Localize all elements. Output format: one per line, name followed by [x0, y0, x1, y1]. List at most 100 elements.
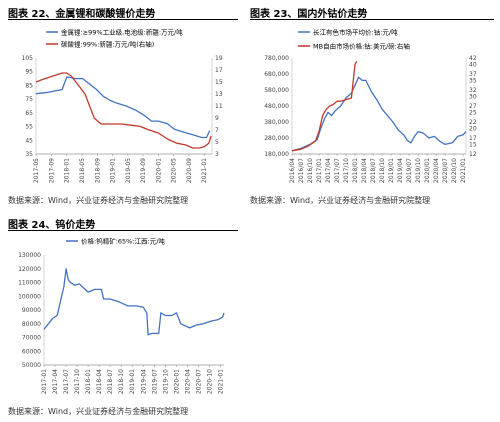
x-tick-label: 2018-10 [118, 369, 125, 394]
y2-tick-label: 9 [215, 115, 219, 122]
chart23: 180,000 280,000 380,000 480,000 580,000 680,0… [264, 28, 477, 183]
y-tick-label: 580,000 [264, 87, 289, 94]
chart23-title: 图表 23、国内外钴价走势 [250, 9, 368, 20]
y2-tick-label: 17 [215, 67, 223, 74]
y-tick-label: 75 [25, 96, 33, 103]
x-tick-label: 2018-04 [96, 369, 103, 394]
x-tick-label: 2020/10 [451, 158, 458, 183]
chart24-title: 图表 24、钨价走势 [8, 220, 96, 231]
series-line-2 [291, 60, 358, 152]
x-tick-label: 2016/04 [289, 158, 296, 183]
y2-tick-label: 12 [469, 151, 477, 158]
y-tick-label: 180,000 [264, 151, 289, 158]
x-tick-label: 2017/07 [334, 158, 341, 183]
x-tick-label: 2018/07 [370, 158, 377, 183]
series-line-1 [291, 76, 467, 152]
chart24: 50000 60000 70000 80000 90000 100000 110000 120… [18, 237, 225, 394]
x-tick-label: 2017-09 [48, 158, 55, 183]
x-tick-label: 2019/07 [406, 158, 413, 183]
x-tick-label: 2019-01 [110, 158, 117, 183]
y2-tick-label: 20 [469, 125, 477, 132]
chart23-source: 数据来源：Wind，兴业证券经济与金融研究院整理 [250, 196, 431, 205]
y-tick-label: 90000 [22, 307, 41, 314]
y2-tick-label: 11 [215, 103, 223, 110]
y2-tick-label: 13 [215, 91, 223, 98]
y2-tick-label: 22 [469, 119, 477, 126]
x-tick-label: 2017-01 [41, 369, 48, 394]
y2-tick-label: 19 [215, 55, 223, 62]
y2-tick-label: 35 [469, 77, 477, 84]
y-tick-label: 85 [25, 82, 33, 89]
x-tick-label: 2018/04 [361, 158, 368, 183]
x-tick-label: 2019/10 [415, 158, 422, 183]
x-tick-label: 2018-01 [85, 369, 92, 394]
x-tick-label: 2018-05 [79, 158, 86, 183]
y2-tick-label: 30 [469, 93, 477, 100]
legend-label: 价格:钨精矿:65%:江西:元/吨 [81, 237, 165, 246]
y-tick-label: 50000 [22, 362, 41, 369]
legend-label: 碳酸锂:99%:新疆:万元/吨(右轴) [61, 40, 154, 49]
x-tick-label: 2020-01 [173, 369, 180, 394]
y-tick-label: 380,000 [264, 119, 289, 126]
y-tick-label: 780,000 [264, 55, 289, 62]
y2-tick-label: 5 [215, 139, 219, 146]
y-tick-label: 55 [25, 124, 33, 131]
y2-tick-label: 32 [469, 87, 477, 94]
y-tick-label: 100000 [18, 293, 41, 300]
y2-tick-label: 42 [469, 55, 477, 62]
y2-tick-label: 40 [469, 61, 477, 68]
x-tick-label: 2020-07 [195, 369, 202, 394]
x-tick-label: 2020-09 [186, 158, 193, 183]
legend-label: 金属锂:≥99%工业级,电池级:新疆:万元/吨 [61, 28, 183, 37]
x-tick-label: 2020/07 [442, 158, 449, 183]
x-tick-label: 2018/10 [379, 158, 386, 183]
x-tick-label: 2020-01 [155, 158, 162, 183]
chart23-title-rule [250, 19, 494, 20]
x-tick-label: 2019-04 [140, 369, 147, 394]
x-tick-label: 2020/04 [433, 158, 440, 183]
y-tick-label: 60000 [22, 348, 41, 355]
y-tick-label: 110000 [18, 280, 41, 287]
x-tick-label: 2019/01 [388, 158, 395, 183]
y2-tick-label: 15 [469, 141, 477, 148]
y2-tick-label: 15 [215, 79, 223, 86]
chart22-source: 数据来源：Wind，兴业证券经济与金融研究院整理 [8, 196, 189, 205]
x-tick-label: 2020-04 [184, 369, 191, 394]
chart24-title-rule [8, 230, 238, 231]
y-tick-label: 130000 [18, 252, 41, 259]
x-tick-label: 2017-04 [52, 369, 59, 394]
x-tick-label: 2018-07 [107, 369, 114, 394]
x-tick-label: 2019-09 [140, 158, 147, 183]
y2-tick-label: 17 [469, 135, 477, 142]
y-tick-label: 65 [25, 110, 33, 117]
x-tick-label: 2018/01 [352, 158, 359, 183]
x-tick-label: 2021-01 [217, 369, 224, 394]
y2-tick-label: 3 [215, 151, 219, 158]
x-tick-label: 2020-05 [171, 158, 178, 183]
x-tick-label: 2018-01 [64, 158, 71, 183]
x-tick-label: 2021-01 [201, 158, 208, 183]
x-tick-label: 2019/04 [397, 158, 404, 183]
x-tick-label: 2017/10 [343, 158, 350, 183]
y-tick-label: 280,000 [264, 135, 289, 142]
x-tick-label: 2016/10 [307, 158, 314, 183]
chart22-title-rule [8, 19, 238, 20]
x-tick-label: 2020/01 [424, 158, 431, 183]
y-tick-label: 80000 [22, 321, 41, 328]
x-tick-label: 2017-10 [74, 369, 81, 394]
y-tick-label: 45 [25, 137, 33, 144]
x-tick-label: 2019-05 [125, 158, 132, 183]
y2-tick-label: 37 [469, 71, 477, 78]
legend-label: 长江有色市场平均价:钴:元/吨 [313, 28, 398, 37]
chart22-title: 图表 22、金属锂和碳酸锂价走势 [8, 9, 156, 20]
y2-tick-label: 7 [215, 127, 219, 134]
y-tick-label: 120000 [18, 266, 41, 273]
x-tick-label: 2019-01 [129, 369, 136, 394]
series-line-1 [35, 76, 211, 139]
x-tick-label: 2019-10 [162, 369, 169, 394]
x-tick-label: 2017-07 [63, 369, 70, 394]
y-tick-label: 680,000 [264, 71, 289, 78]
y-tick-label: 95 [25, 69, 33, 76]
y-tick-label: 480,000 [264, 103, 289, 110]
